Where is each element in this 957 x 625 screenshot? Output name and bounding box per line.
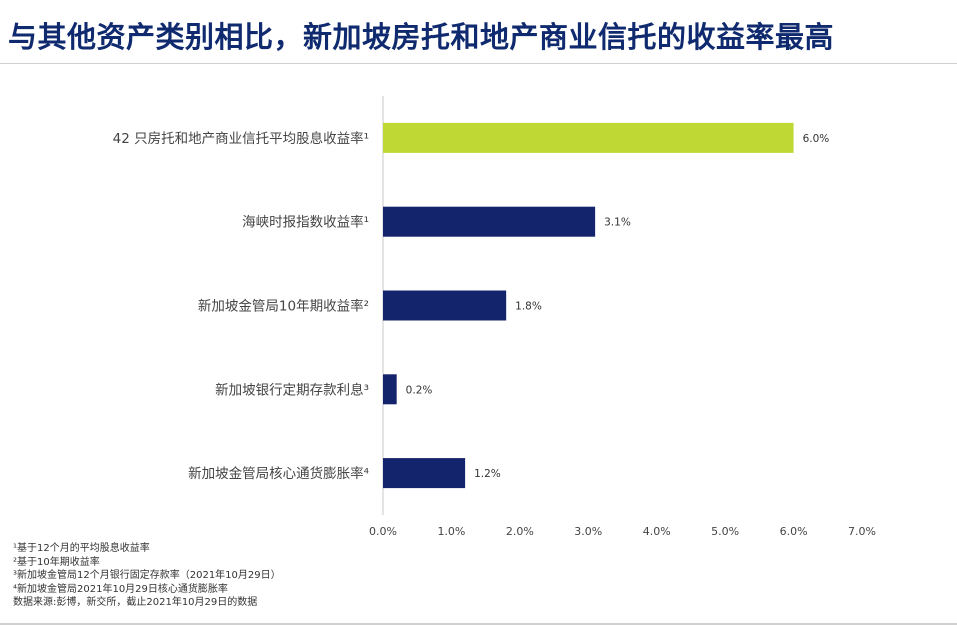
bar (383, 290, 507, 321)
category-label: 海峡时报指数收益率¹ (242, 214, 369, 231)
x-tick-label: 4.0% (643, 525, 671, 538)
footnote-1: ¹基于12个月的平均股息收益率 (13, 543, 150, 554)
data-label: 6.0% (803, 133, 830, 145)
x-tick-label: 6.0% (780, 525, 808, 538)
bar (383, 206, 596, 237)
bar-chart: 42 只房托和地产商业信托平均股息收益率¹ 6.0% 海峡时报指数收益率¹ 3.1% 新… (113, 96, 876, 538)
data-source-note: 数据来源:彭博，新交所，截止2021年10月29日的数据 (13, 597, 258, 609)
bottom-divider (0, 623, 957, 625)
x-tick-label: 3.0% (574, 525, 602, 538)
x-tick-label: 1.0% (437, 525, 465, 538)
category-label: 新加坡银行定期存款利息³ (215, 381, 369, 398)
footnote-4: ⁴新加坡金管局2021年10月29日核心通货膨胀率 (13, 583, 228, 595)
x-tick-label: 5.0% (711, 525, 739, 538)
x-tick-label: 0.0% (369, 525, 397, 538)
bar (383, 374, 397, 405)
data-label: 1.2% (474, 468, 501, 480)
x-tick-label: 2.0% (506, 525, 534, 538)
bar (383, 458, 466, 489)
data-label: 1.8% (515, 301, 542, 313)
footnotes: ¹基于12个月的平均股息收益率 ²基于10年期收益率 ³新加坡金管局12个月银行… (13, 542, 281, 610)
data-label: 0.2% (406, 384, 433, 396)
title-divider (0, 63, 957, 64)
bar (383, 122, 794, 153)
page-title: 与其他资产类别相比，新加坡房托和地产商业信托的收益率最高 (8, 20, 835, 54)
category-label: 新加坡金管局10年期收益率² (198, 298, 369, 315)
data-label: 3.1% (604, 217, 631, 229)
x-tick-label: 7.0% (848, 525, 876, 538)
footnote-3: ³新加坡金管局12个月银行固定存款率（2021年10月29日） (13, 570, 281, 582)
category-label: 42 只房托和地产商业信托平均股息收益率¹ (113, 130, 369, 147)
category-label: 新加坡金管局核心通货膨胀率⁴ (188, 465, 369, 482)
footnote-2: ²基于10年期收益率 (13, 556, 100, 568)
